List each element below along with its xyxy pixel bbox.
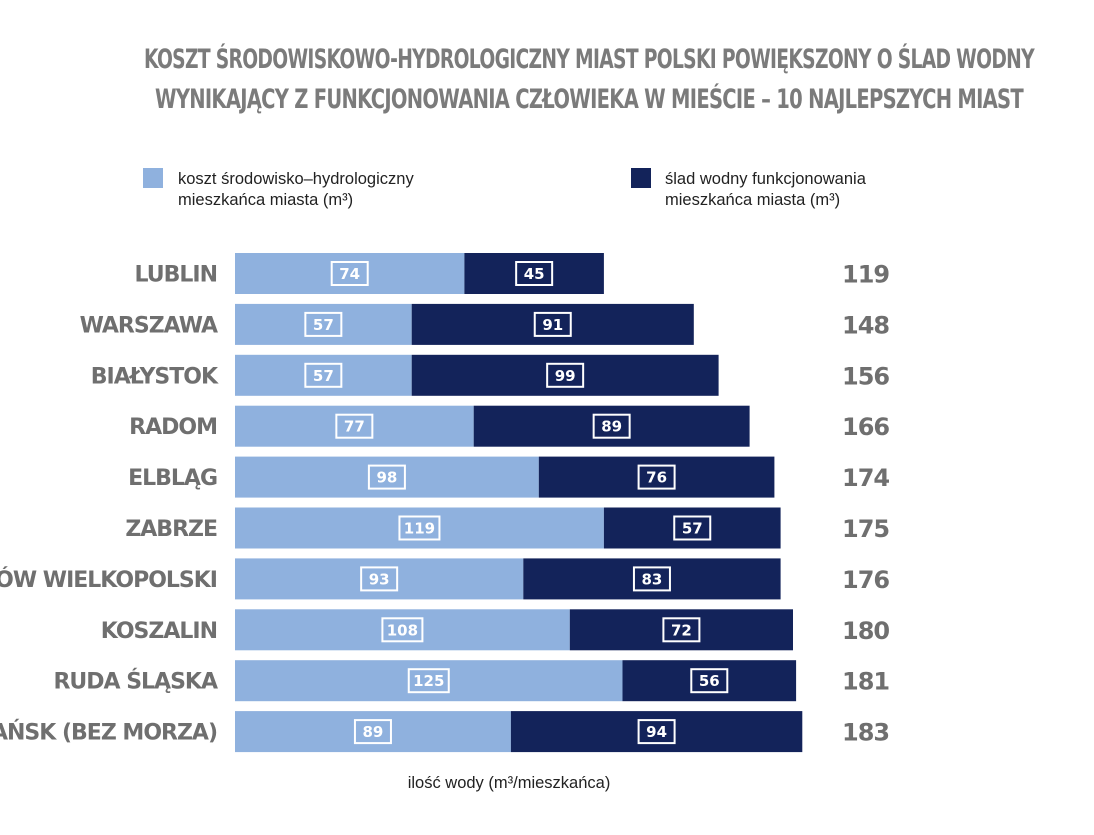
value-box-environmental-cost-ruda-slaska bbox=[407, 668, 450, 694]
value-label-water-footprint-zabrze: 57 bbox=[682, 520, 703, 538]
x-axis-label: ilość wody (m³/mieszkańca) bbox=[408, 774, 611, 792]
bar-water-footprint-radom bbox=[473, 405, 750, 447]
legend-swatch-water-footprint bbox=[631, 168, 651, 188]
value-box-environmental-cost-bialystok bbox=[304, 362, 343, 388]
value-label-water-footprint-lublin: 45 bbox=[524, 265, 545, 283]
category-label-elblag: ELBLĄG bbox=[128, 466, 217, 491]
bar-environmental-cost-warszawa bbox=[235, 303, 412, 345]
value-box-water-footprint-ruda-slaska bbox=[690, 668, 729, 694]
value-label-environmental-cost-radom: 77 bbox=[344, 418, 365, 436]
bar-environmental-cost-gorzow-wielkopolski bbox=[235, 558, 524, 600]
value-box-water-footprint-warszawa bbox=[533, 311, 572, 337]
total-label-gorzow-wielkopolski: 176 bbox=[842, 566, 889, 594]
bar-environmental-cost-zabrze bbox=[235, 507, 604, 549]
bar-water-footprint-koszalin bbox=[569, 609, 793, 651]
plot-area: LUBLIN 74 45 119 WARSZAWA 57 91 148 BIAŁYSTOK 57 9… bbox=[0, 253, 890, 753]
bar-water-footprint-ruda-slaska bbox=[622, 660, 797, 702]
category-label-ruda-slaska: RUDA ŚLĄSKA bbox=[53, 669, 218, 695]
bar-environmental-cost-lublin bbox=[235, 253, 465, 294]
value-box-environmental-cost-lublin bbox=[330, 261, 369, 286]
total-label-elblag: 174 bbox=[842, 464, 889, 492]
bar-water-footprint-bialystok bbox=[411, 354, 719, 396]
legend-label-water-footprint-line-2: mieszkańca miasta (m³) bbox=[665, 191, 840, 209]
bar-environmental-cost-ruda-slaska bbox=[235, 660, 623, 702]
value-label-environmental-cost-koszalin: 108 bbox=[387, 621, 418, 639]
bar-environmental-cost-koszalin bbox=[235, 609, 570, 651]
total-label-zabrze: 175 bbox=[842, 515, 889, 543]
value-label-water-footprint-warszawa: 91 bbox=[542, 316, 563, 334]
legend-label-environmental-cost-line-2: mieszkańca miasta (m³) bbox=[178, 191, 353, 209]
value-label-water-footprint-gorzow-wielkopolski: 83 bbox=[642, 570, 663, 588]
value-label-water-footprint-bialystok: 99 bbox=[555, 367, 576, 385]
value-box-water-footprint-gorzow-wielkopolski bbox=[632, 566, 671, 592]
value-label-water-footprint-radom: 89 bbox=[601, 418, 622, 436]
total-label-ruda-slaska: 181 bbox=[842, 668, 889, 696]
bar-water-footprint-lublin bbox=[464, 253, 604, 294]
value-box-environmental-cost-gdansk-bez-morza bbox=[353, 719, 392, 745]
value-label-environmental-cost-warszawa: 57 bbox=[313, 316, 334, 334]
total-label-radom: 166 bbox=[842, 413, 889, 441]
legend-label-water-footprint-line-1: ślad wodny funkcjonowania bbox=[665, 170, 867, 188]
bar-environmental-cost-bialystok bbox=[235, 354, 412, 396]
chart-title-line-1: KOSZT ŚRODOWISKOWO-HYDROLOGICZNY MIAST P… bbox=[144, 43, 1035, 75]
value-label-environmental-cost-ruda-slaska: 125 bbox=[413, 672, 444, 690]
value-box-water-footprint-gdansk-bez-morza bbox=[637, 719, 676, 745]
value-label-environmental-cost-zabrze: 119 bbox=[404, 520, 435, 538]
value-label-water-footprint-koszalin: 72 bbox=[671, 621, 692, 639]
value-label-water-footprint-ruda-slaska: 56 bbox=[699, 672, 720, 690]
total-label-koszalin: 180 bbox=[842, 617, 889, 645]
value-box-water-footprint-bialystok bbox=[546, 362, 585, 388]
legend-label-environmental-cost-line-1: koszt środowisko–hydrologiczny bbox=[178, 170, 414, 188]
bar-water-footprint-zabrze bbox=[603, 507, 781, 549]
category-label-lublin: LUBLIN bbox=[135, 263, 217, 288]
value-box-environmental-cost-zabrze bbox=[398, 515, 441, 541]
bar-water-footprint-warszawa bbox=[411, 303, 694, 345]
bar-environmental-cost-elblag bbox=[235, 456, 539, 498]
category-label-zabrze: ZABRZE bbox=[125, 517, 217, 542]
value-label-water-footprint-gdansk-bez-morza: 94 bbox=[646, 723, 667, 741]
total-label-warszawa: 148 bbox=[842, 311, 889, 339]
category-label-koszalin: KOSZALIN bbox=[101, 619, 217, 644]
value-box-water-footprint-koszalin bbox=[662, 617, 701, 643]
value-label-environmental-cost-gdansk-bez-morza: 89 bbox=[363, 723, 384, 741]
legend-swatch-environmental-cost bbox=[143, 168, 163, 188]
bar-environmental-cost-radom bbox=[235, 405, 474, 447]
category-label-radom: RADOM bbox=[129, 415, 217, 440]
total-label-gdansk-bez-morza: 183 bbox=[842, 719, 889, 747]
bar-water-footprint-elblag bbox=[538, 456, 775, 498]
value-box-water-footprint-radom bbox=[592, 413, 631, 439]
value-box-environmental-cost-koszalin bbox=[381, 617, 424, 643]
value-label-environmental-cost-elblag: 98 bbox=[376, 469, 397, 487]
bar-environmental-cost-gdansk-bez-morza bbox=[235, 711, 511, 753]
value-box-water-footprint-zabrze bbox=[673, 515, 712, 541]
category-label-gorzow-wielkopolski: GORZÓW WIELKOPOLSKI bbox=[0, 567, 217, 593]
bar-water-footprint-gdansk-bez-morza bbox=[510, 711, 803, 753]
total-label-lublin: 119 bbox=[842, 261, 889, 289]
value-label-environmental-cost-gorzow-wielkopolski: 93 bbox=[369, 570, 390, 588]
value-box-environmental-cost-elblag bbox=[367, 464, 406, 490]
value-box-environmental-cost-gorzow-wielkopolski bbox=[360, 566, 399, 592]
bar-water-footprint-gorzow-wielkopolski bbox=[523, 558, 781, 600]
value-box-water-footprint-lublin bbox=[515, 261, 554, 286]
value-label-water-footprint-elblag: 76 bbox=[646, 469, 667, 487]
total-label-bialystok: 156 bbox=[842, 362, 889, 390]
value-label-environmental-cost-bialystok: 57 bbox=[313, 367, 334, 385]
category-label-gdansk-bez-morza: GDAŃSK (BEZ MORZA) bbox=[0, 720, 217, 746]
category-label-bialystok: BIAŁYSTOK bbox=[91, 364, 219, 389]
chart-title-line-2: WYNIKAJĄCY Z FUNKCJONOWANIA CZŁOWIEKA W … bbox=[155, 83, 1024, 115]
value-label-environmental-cost-lublin: 74 bbox=[339, 265, 360, 283]
category-label-warszawa: WARSZAWA bbox=[80, 313, 218, 338]
value-box-environmental-cost-radom bbox=[335, 413, 374, 439]
value-box-environmental-cost-warszawa bbox=[304, 311, 343, 337]
value-box-water-footprint-elblag bbox=[637, 464, 676, 490]
